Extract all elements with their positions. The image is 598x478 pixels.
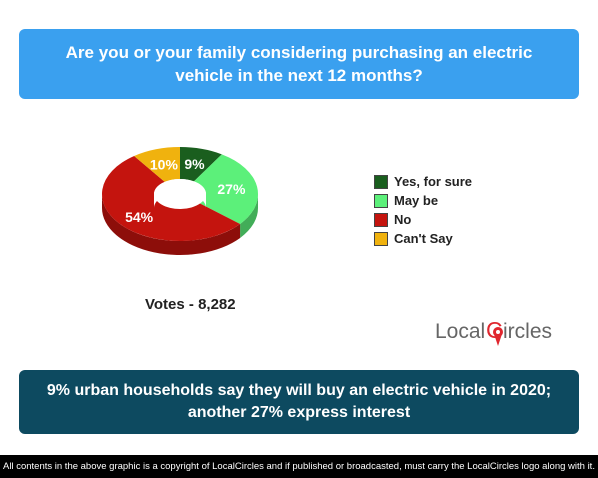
legend-item: No bbox=[374, 210, 472, 229]
logo-text-local: Local bbox=[435, 320, 485, 343]
donut-hole bbox=[154, 179, 206, 208]
votes-count: Votes - 8,282 bbox=[145, 296, 236, 313]
question-banner: Are you or your family considering purch… bbox=[19, 29, 579, 99]
chart-legend: Yes, for sure May be No Can't Say bbox=[374, 172, 472, 248]
slice-data-label: 9% bbox=[184, 156, 205, 172]
legend-item: Yes, for sure bbox=[374, 172, 472, 191]
legend-label: No bbox=[394, 212, 412, 227]
copyright-footer: All contents in the above graphic is a c… bbox=[0, 455, 598, 478]
donut-slice bbox=[180, 147, 222, 182]
question-text: Are you or your family considering purch… bbox=[65, 43, 533, 85]
legend-label: May be bbox=[394, 193, 439, 208]
donut-slice-side bbox=[240, 194, 258, 238]
donut-chart: 9% 27% 54% 10% bbox=[101, 147, 258, 255]
legend-label: Can't Say bbox=[394, 231, 453, 246]
legend-swatch bbox=[374, 174, 388, 189]
summary-text: 9% urban households say they will buy an… bbox=[46, 382, 552, 421]
localcircles-logo: Local C ircles bbox=[435, 317, 552, 346]
legend-label: Yes, for sure bbox=[394, 174, 473, 189]
legend-item: Can't Say bbox=[374, 229, 472, 248]
logo-text-ircles: ircles bbox=[503, 320, 552, 343]
slice-data-label: 54% bbox=[125, 209, 154, 225]
donut-side bbox=[102, 194, 258, 255]
slice-data-label: 27% bbox=[217, 181, 246, 197]
legend-swatch bbox=[374, 231, 388, 246]
slice-data-label: 10% bbox=[150, 157, 179, 173]
map-pin-icon bbox=[493, 327, 503, 346]
donut-slice bbox=[101, 155, 241, 241]
legend-item: May be bbox=[374, 191, 472, 210]
legend-swatch bbox=[374, 193, 388, 208]
donut-slice bbox=[193, 154, 258, 224]
donut-slice bbox=[134, 147, 180, 182]
summary-banner: 9% urban households say they will buy an… bbox=[19, 370, 579, 434]
donut-slice-side bbox=[102, 194, 241, 255]
footer-text: All contents in the above graphic is a c… bbox=[3, 461, 595, 472]
legend-swatch bbox=[374, 212, 388, 227]
